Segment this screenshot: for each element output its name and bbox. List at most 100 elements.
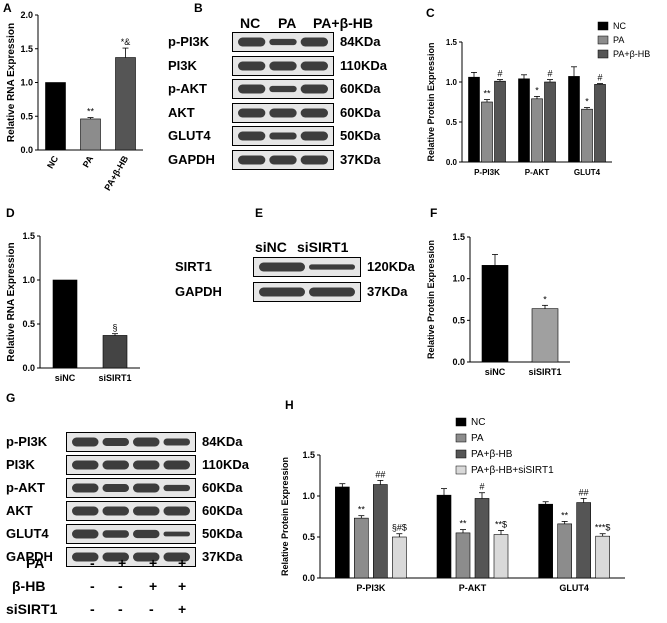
significance-label: * (535, 85, 539, 95)
blot-kda-label: 84KDa (340, 34, 381, 49)
y-tick-label: 0.0 (452, 357, 465, 367)
panel-f: F Relative Protein Expression 0.0 0.5 1.0 1.… (420, 205, 667, 390)
condition-label: β-HB (12, 578, 46, 594)
blot-band (309, 287, 355, 297)
condition-mark: + (149, 578, 158, 594)
blot-lane-label: PA (278, 15, 297, 31)
y-tick-label: 1.0 (22, 275, 35, 285)
panel-label: C (426, 6, 435, 20)
blot-band (102, 484, 129, 492)
condition-mark: - (118, 578, 123, 594)
y-tick-label: 0.5 (446, 118, 458, 127)
blot-lane-label: siNC (255, 239, 287, 255)
blot-band (163, 460, 190, 470)
condition-mark: - (118, 601, 123, 617)
significance-label: § (112, 323, 117, 333)
bar (538, 503, 553, 579)
panel-d: D Relative RNA Expression 0.0 0.5 1.0 1.5 siN… (0, 205, 150, 390)
blot-band (102, 530, 129, 538)
bar (531, 98, 543, 163)
blot-lane-label: PA+β-HB (313, 15, 374, 31)
blot-band (259, 287, 305, 297)
blot-protein-label: AKT (168, 104, 195, 120)
significance-label: # (547, 69, 552, 79)
chart-f: Relative Protein Expression 0.0 0.5 1.0 1.5 s… (426, 232, 570, 377)
bar (557, 523, 572, 579)
y-tick-label: 0.5 (302, 532, 315, 542)
blot-protein-label: GAPDH (168, 151, 215, 167)
significance-label: # (597, 73, 602, 83)
legend-swatch (597, 49, 609, 59)
blot-band (269, 61, 297, 70)
bar (595, 535, 610, 579)
blot-strip (66, 501, 196, 521)
legend-entry: NC (613, 21, 626, 31)
legend-entry: PA (613, 35, 624, 45)
y-tick-label: 1.0 (446, 78, 458, 87)
legend-swatch (455, 465, 467, 475)
y-tick-label: 1.5 (302, 450, 315, 460)
blot-band (269, 132, 297, 140)
bar (481, 265, 509, 363)
x-tick-label: siSIRT1 (98, 373, 131, 383)
panel-label: A (3, 1, 12, 15)
bar (594, 84, 606, 163)
condition-label: PA (26, 555, 45, 571)
blot-band (238, 108, 266, 117)
blot-kda-label: 50KDa (202, 526, 243, 541)
y-tick-label: 0.0 (446, 158, 458, 167)
blot-band (72, 506, 99, 516)
blot-band (269, 155, 297, 164)
x-tick-label: PA+β-HB (102, 154, 130, 193)
blot-band (133, 483, 160, 493)
blot-strip (232, 102, 334, 123)
blot-band (269, 108, 297, 117)
significance-label: ** (358, 505, 366, 515)
y-tick-label: 1.0 (20, 78, 33, 88)
panel-e: E SIRT1 120KDa GAPDH 37KDa siNC siSIRT1 (175, 205, 425, 302)
significance-label: ## (579, 487, 589, 497)
blot-band (269, 38, 297, 46)
blot-band (300, 131, 328, 141)
legend-entry: PA+β-HB+siSIRT1 (471, 465, 554, 476)
blot-band (102, 438, 129, 446)
blot-band (133, 460, 160, 470)
condition-mark: + (178, 578, 187, 594)
significance-label: ***$ (595, 523, 611, 533)
y-axis-label: Relative RNA Expression (6, 242, 17, 361)
blot-band (300, 84, 328, 94)
blot-kda-label: 37KDa (202, 549, 243, 564)
panel-c: C Relative Protein Expression 0.0 0.5 1.0 1.… (420, 0, 667, 185)
blot-band (72, 460, 99, 470)
significance-label: *& (121, 37, 131, 47)
significance-label: # (479, 482, 484, 492)
blot-band (133, 529, 160, 539)
blot-kda-label: 110KDa (202, 457, 249, 472)
blot-protein-label: PI3K (6, 457, 35, 472)
blot-kda-label: 60KDa (202, 503, 243, 518)
blot-protein-label: PI3K (168, 57, 197, 73)
blot-band (163, 531, 190, 537)
blot-protein-label: GLUT4 (168, 128, 211, 143)
blot-strip (232, 32, 334, 52)
legend-entry: PA+β-HB (471, 449, 513, 460)
blot-band (102, 460, 129, 470)
blot-protein-label: p-AKT (6, 480, 45, 495)
y-tick-label: 0.0 (22, 363, 35, 373)
chart-c: Relative Protein Expression 0.0 0.5 1.0 1.5 *… (426, 21, 650, 177)
bar (455, 532, 471, 579)
y-tick-label: 1.0 (452, 274, 465, 284)
legend-entry: PA (471, 433, 484, 444)
blot-strip (253, 257, 361, 277)
blot-band (133, 506, 160, 516)
blot-band (133, 552, 160, 562)
blot-band (309, 264, 355, 270)
blot-band (72, 552, 99, 562)
blot-kda-label: 120KDa (367, 259, 415, 274)
significance-label: §#$ (392, 523, 407, 533)
blot-strip (232, 126, 334, 146)
significance-label: * (543, 294, 547, 304)
y-tick-label: 0.5 (20, 111, 33, 121)
y-tick-label: 0.0 (20, 145, 33, 155)
panel-label: B (194, 1, 203, 15)
